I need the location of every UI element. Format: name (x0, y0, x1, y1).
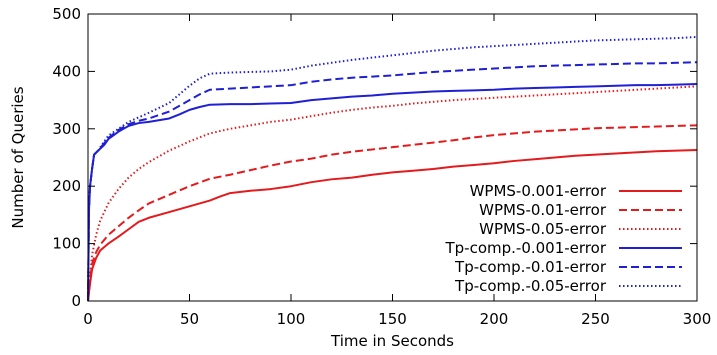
legend: WPMS-0.001-errorWPMS-0.01-errorWPMS-0.05… (444, 182, 682, 295)
series-line-3 (87, 83, 698, 302)
y-axis-label: Number of Queries (9, 86, 27, 228)
x-tick-label: 0 (83, 310, 93, 328)
series-layer (87, 35, 698, 302)
y-tick-label: 0 (71, 292, 81, 310)
y-tick-label: 100 (52, 235, 81, 253)
ticks-layer: 0 50 100 150 200 250 300 0 100 200 300 400 500 (52, 5, 711, 328)
series-line-0 (87, 149, 698, 302)
legend-label: WPMS-0.01-error (479, 201, 607, 219)
series-line-5 (87, 35, 698, 302)
x-tick-label: 300 (683, 310, 712, 328)
x-tick-label: 250 (581, 310, 610, 328)
x-tick-label: 100 (277, 310, 306, 328)
x-tick-label: 150 (378, 310, 407, 328)
legend-label: WPMS-0.001-error (470, 182, 607, 200)
y-tick-label: 400 (52, 62, 81, 80)
series-line-1 (87, 124, 698, 302)
legend-label: Tp-comp.-0.05-error (454, 277, 607, 295)
y-tick-label: 200 (52, 177, 81, 195)
x-axis-label: Time in Seconds (330, 332, 454, 350)
y-tick-label: 300 (52, 120, 81, 138)
series-line-4 (87, 61, 698, 302)
legend-label: Tp-comp.-0.01-error (454, 258, 607, 276)
x-tick-label: 50 (180, 310, 199, 328)
y-tick-label: 500 (52, 5, 81, 23)
x-tick-label: 200 (480, 310, 509, 328)
legend-label: WPMS-0.05-error (479, 220, 607, 238)
legend-label: Tp-comp.-0.001-error (444, 239, 606, 257)
